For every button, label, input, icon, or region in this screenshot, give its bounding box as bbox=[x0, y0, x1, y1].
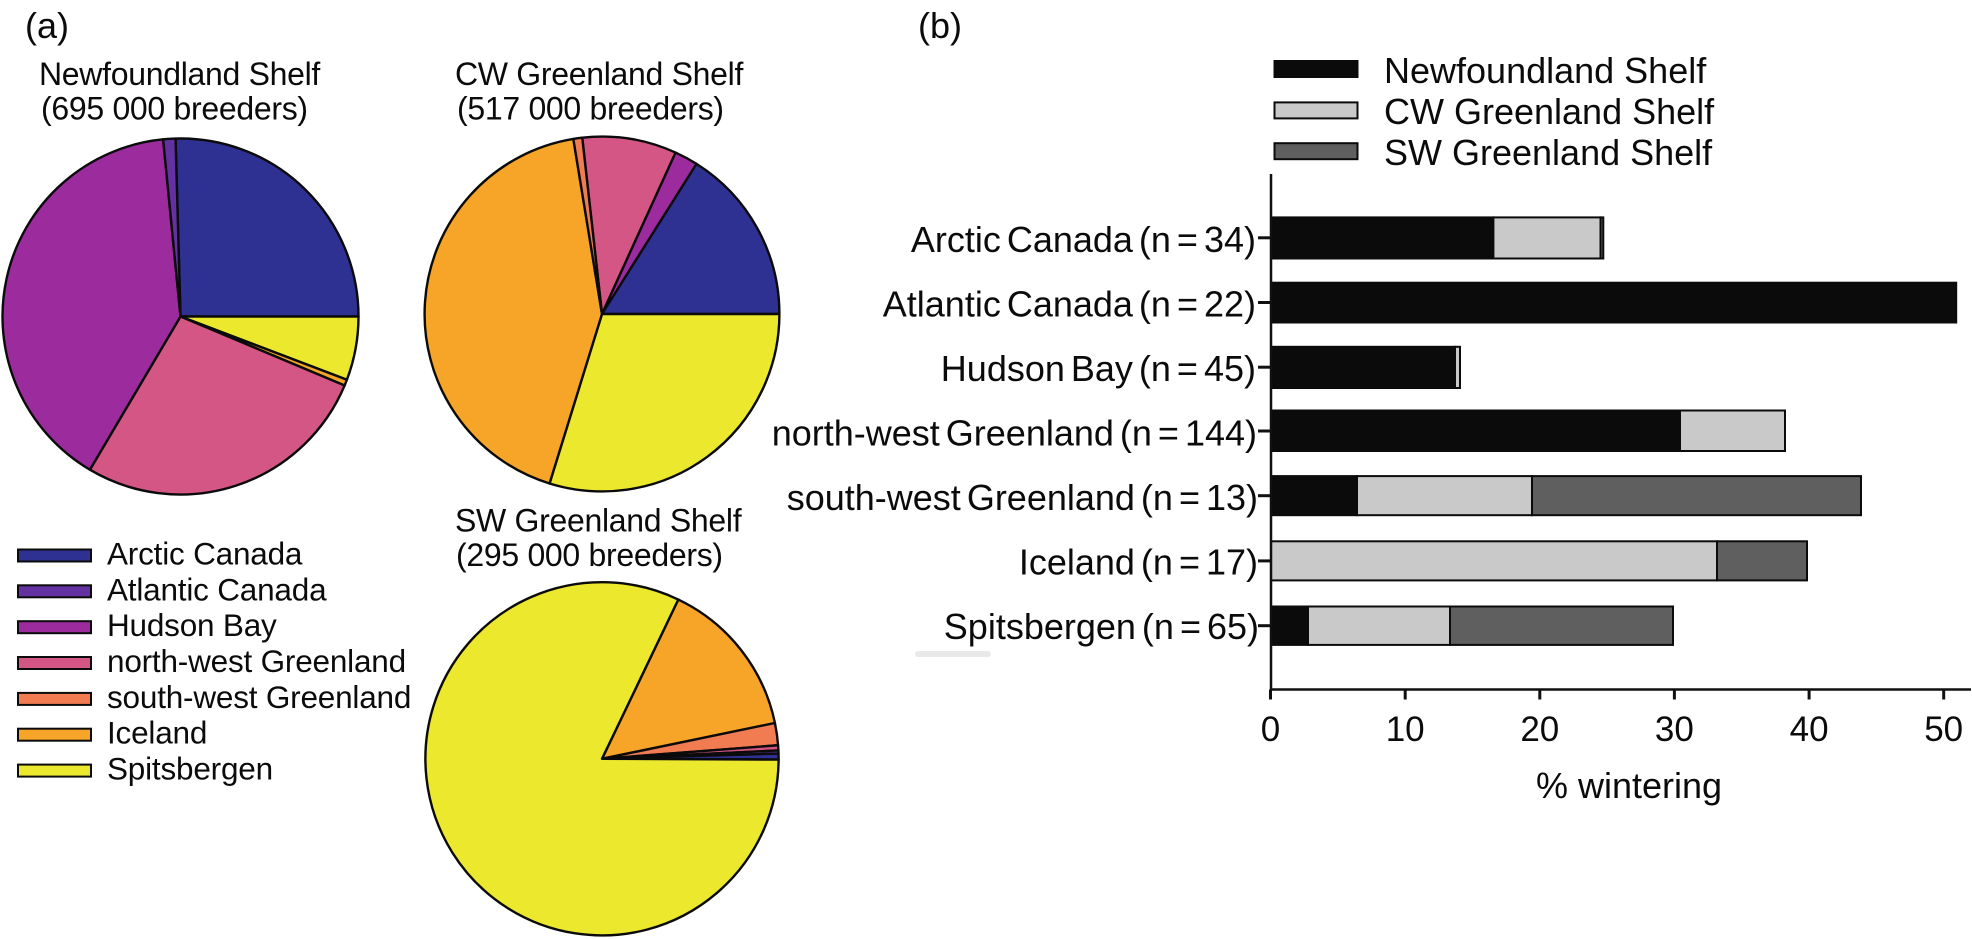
svg-text:Iceland (n = 17): Iceland (n = 17) bbox=[1019, 542, 1258, 583]
svg-text:(b): (b) bbox=[918, 5, 962, 46]
svg-text:0: 0 bbox=[1261, 710, 1280, 749]
svg-text:Arctic Canada (n = 34): Arctic Canada (n = 34) bbox=[911, 219, 1256, 260]
svg-text:Arctic Canada: Arctic Canada bbox=[107, 536, 303, 572]
svg-text:Spitsbergen (n = 65): Spitsbergen (n = 65) bbox=[944, 606, 1259, 647]
svg-text:Iceland: Iceland bbox=[107, 715, 207, 751]
svg-text:Spitsbergen: Spitsbergen bbox=[107, 751, 273, 787]
svg-text:CW Greenland Shelf: CW Greenland Shelf bbox=[455, 56, 743, 92]
svg-text:Newfoundland Shelf: Newfoundland Shelf bbox=[1384, 50, 1707, 91]
svg-text:Newfoundland Shelf: Newfoundland Shelf bbox=[39, 56, 320, 92]
svg-text:40: 40 bbox=[1790, 710, 1829, 749]
svg-text:(695 000 breeders): (695 000 breeders) bbox=[41, 91, 308, 127]
svg-text:south-west Greenland (n = 13): south-west Greenland (n = 13) bbox=[787, 477, 1258, 518]
svg-text:Atlantic Canada: Atlantic Canada bbox=[107, 571, 327, 607]
svg-text:north-west Greenland (n = 144): north-west Greenland (n = 144) bbox=[772, 413, 1257, 454]
svg-text:(a): (a) bbox=[25, 5, 69, 46]
svg-text:Hudson Bay (n = 45): Hudson Bay (n = 45) bbox=[941, 348, 1256, 389]
svg-text:south-west Greenland: south-west Greenland bbox=[107, 679, 411, 715]
svg-text:% wintering: % wintering bbox=[1536, 765, 1722, 806]
svg-text:SW Greenland Shelf: SW Greenland Shelf bbox=[1384, 132, 1713, 173]
svg-text:50: 50 bbox=[1924, 710, 1963, 749]
svg-text:north-west Greenland: north-west Greenland bbox=[107, 643, 406, 679]
svg-text:(295 000 breeders): (295 000 breeders) bbox=[456, 537, 723, 573]
svg-text:(517 000 breeders): (517 000 breeders) bbox=[457, 91, 724, 127]
svg-text:CW Greenland Shelf: CW Greenland Shelf bbox=[1384, 91, 1715, 132]
svg-text:SW Greenland Shelf: SW Greenland Shelf bbox=[455, 503, 742, 539]
svg-text:Atlantic Canada (n = 22): Atlantic Canada (n = 22) bbox=[883, 284, 1256, 325]
svg-text:Hudson Bay: Hudson Bay bbox=[107, 607, 277, 643]
svg-text:20: 20 bbox=[1520, 710, 1559, 749]
svg-text:10: 10 bbox=[1386, 710, 1425, 749]
svg-text:30: 30 bbox=[1655, 710, 1694, 749]
